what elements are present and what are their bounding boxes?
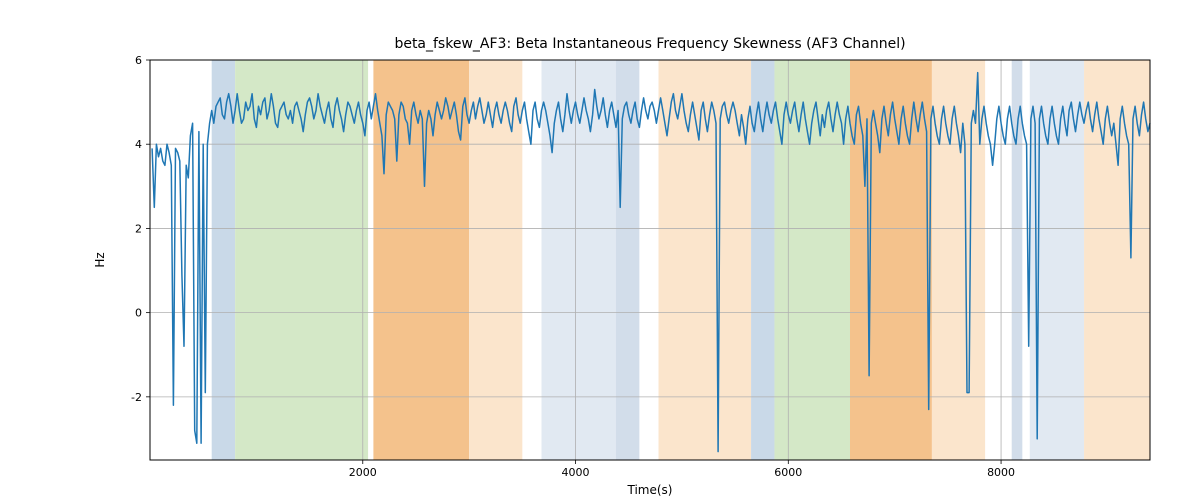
- y-tick-label: -2: [131, 391, 142, 404]
- x-axis-label: Time(s): [627, 483, 673, 497]
- x-tick-label: 2000: [349, 466, 377, 479]
- x-tick-label: 4000: [562, 466, 590, 479]
- y-tick-label: 2: [135, 222, 142, 235]
- x-tick-label: 8000: [987, 466, 1015, 479]
- y-tick-label: 6: [135, 54, 142, 67]
- line-chart: 2000 4000 6000 8000 -2 0 2 4 6 beta_fskew_AF3: Be…: [0, 0, 1200, 500]
- x-tick-label: 6000: [774, 466, 802, 479]
- chart-container: 2000 4000 6000 8000 -2 0 2 4 6 beta_fskew_AF3: Be…: [0, 0, 1200, 500]
- y-axis-label: Hz: [93, 252, 107, 267]
- chart-title: beta_fskew_AF3: Beta Instantaneous Frequ…: [394, 36, 905, 52]
- y-tick-label: 0: [135, 307, 142, 320]
- y-tick-label: 4: [135, 138, 142, 151]
